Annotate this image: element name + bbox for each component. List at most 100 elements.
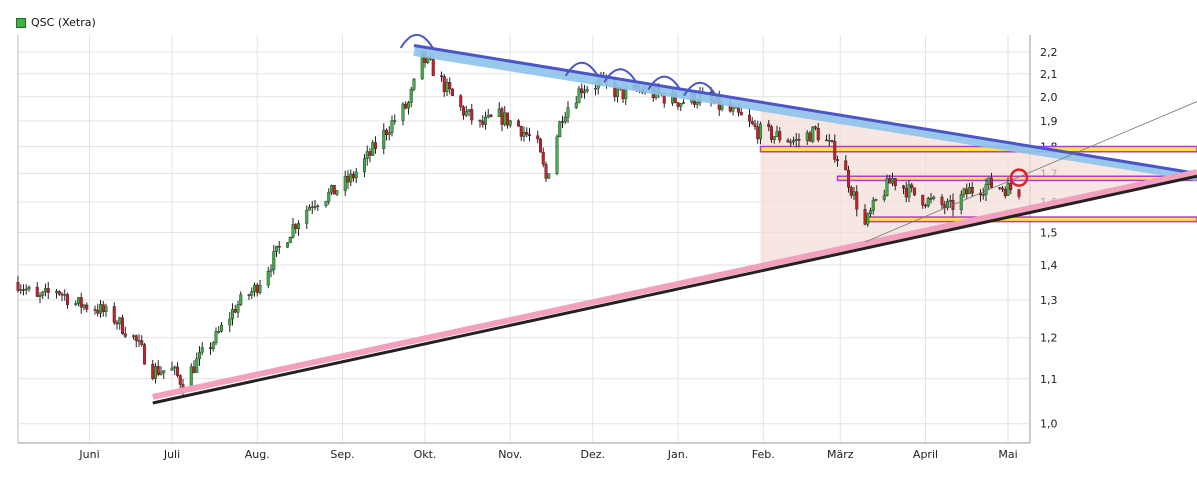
candle-body xyxy=(574,102,578,108)
candle-body xyxy=(517,120,521,127)
legend: QSC (Xetra) xyxy=(16,16,96,29)
candle-body xyxy=(459,95,463,108)
candle-body xyxy=(756,126,760,140)
candle-body xyxy=(932,196,936,199)
candle-body xyxy=(332,185,336,195)
x-tick-label: Mai xyxy=(998,448,1017,461)
candle-body xyxy=(57,291,61,295)
support-line xyxy=(152,174,1197,405)
candle-body xyxy=(753,123,757,127)
x-tick-label: Juli xyxy=(163,448,180,461)
candle-body xyxy=(998,187,1002,189)
candle-body xyxy=(258,284,262,293)
candle-body xyxy=(772,136,776,140)
candle-body xyxy=(118,317,122,325)
candle-body xyxy=(987,177,991,185)
candle-body xyxy=(594,88,598,90)
candle-body xyxy=(583,90,587,94)
candle-body xyxy=(275,245,279,252)
resistance-line xyxy=(413,43,1197,175)
candle-body xyxy=(968,187,972,195)
candle-body xyxy=(230,309,234,320)
candle-body xyxy=(156,366,160,375)
candle-body xyxy=(233,309,237,313)
x-tick-label: Feb. xyxy=(752,448,775,461)
candle-body xyxy=(451,88,455,96)
candle-body xyxy=(1001,187,1005,190)
candle-body xyxy=(794,139,798,141)
candle-body xyxy=(943,204,947,209)
x-tick-label: Sep. xyxy=(330,448,354,461)
x-tick-label: April xyxy=(913,448,938,461)
candle-body xyxy=(266,271,270,286)
y-tick-label: 1,5 xyxy=(1040,226,1058,239)
candle-body xyxy=(929,198,933,200)
candle-body xyxy=(1003,189,1007,196)
candle-body xyxy=(484,116,488,125)
candle-body xyxy=(695,102,699,105)
candle-body xyxy=(891,178,895,184)
candle-body xyxy=(219,324,223,332)
y-tick-label: 2,1 xyxy=(1040,68,1058,81)
candle-body xyxy=(676,102,680,107)
candle-body xyxy=(55,291,59,293)
candle-body xyxy=(354,171,358,179)
candle-body xyxy=(387,132,391,136)
candle-body xyxy=(76,297,80,304)
horizontal-band xyxy=(759,145,1197,153)
candle-body xyxy=(409,88,413,103)
candle-body xyxy=(990,177,994,188)
x-tick-label: März xyxy=(827,448,854,461)
candle-body xyxy=(82,304,86,308)
candle-body xyxy=(85,304,89,310)
candle-body xyxy=(580,88,584,94)
candle-body xyxy=(316,205,320,208)
candle-body xyxy=(151,364,155,379)
candle-body xyxy=(926,198,930,207)
candle-body xyxy=(541,151,545,165)
candle-body xyxy=(467,109,471,112)
candle-body xyxy=(778,131,782,141)
candle-body xyxy=(24,288,28,291)
candle-body xyxy=(101,304,105,313)
candle-body xyxy=(500,108,504,125)
candle-body xyxy=(197,351,201,360)
x-tick-label: Aug. xyxy=(245,448,270,461)
top-arc xyxy=(683,81,717,97)
candle-body xyxy=(324,201,328,207)
candle-body xyxy=(252,284,256,292)
candle-body xyxy=(866,213,870,225)
candle-body xyxy=(970,187,974,194)
horizontal-band xyxy=(836,175,1197,182)
candle-body xyxy=(346,175,350,183)
candle-body xyxy=(120,317,124,334)
candle-body xyxy=(371,142,375,156)
candle-body xyxy=(759,123,763,140)
candle-body xyxy=(195,358,199,373)
candle-body xyxy=(41,291,45,296)
candle-body xyxy=(335,190,339,195)
candle-body xyxy=(965,188,969,195)
candle-body xyxy=(123,333,127,337)
candle-body xyxy=(305,209,309,224)
candle-body xyxy=(308,206,312,211)
candle-body xyxy=(291,224,295,238)
candle-body xyxy=(137,340,141,342)
candle-body xyxy=(682,102,686,104)
candle-body xyxy=(506,112,510,126)
candle-body xyxy=(27,286,31,290)
candle-body xyxy=(269,269,273,272)
candle-body xyxy=(22,289,26,291)
candle-body xyxy=(162,370,166,373)
candle-body xyxy=(112,306,116,323)
candle-body xyxy=(343,175,347,191)
candle-body xyxy=(1006,182,1010,196)
candle-body xyxy=(489,114,493,117)
candle-body xyxy=(904,187,908,198)
candle-body xyxy=(313,206,317,208)
candle-body xyxy=(310,206,314,208)
candle-body xyxy=(173,366,177,369)
candle-body xyxy=(767,123,771,127)
candle-body xyxy=(497,108,501,117)
